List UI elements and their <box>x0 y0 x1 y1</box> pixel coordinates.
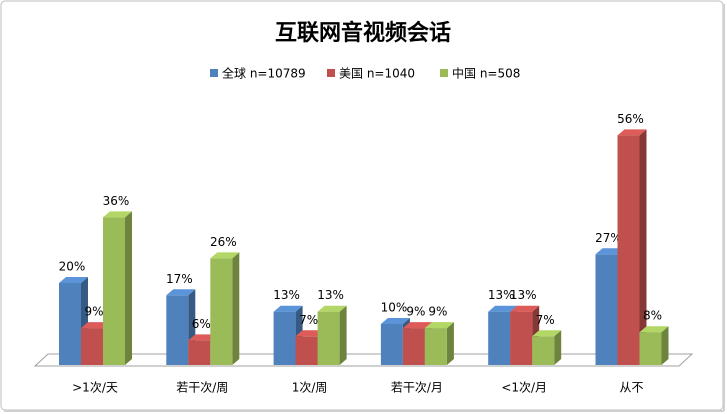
bar-top <box>317 305 347 312</box>
floor <box>33 353 694 367</box>
bar-front <box>532 336 555 365</box>
data-label: 9% <box>428 305 447 319</box>
legend-swatch <box>210 69 218 77</box>
bar <box>103 211 132 365</box>
legend-label: 中国 n=508 <box>452 66 520 81</box>
bar-top <box>59 277 88 283</box>
bar-side <box>554 330 562 365</box>
x-tick-label: >1次/天 <box>72 381 118 395</box>
bar-top <box>188 334 218 341</box>
bar-front <box>488 311 511 365</box>
bar-top <box>617 129 647 136</box>
x-tick-label: 若干次/月 <box>391 381 443 395</box>
bar-top <box>210 252 240 259</box>
bar-top <box>402 322 432 329</box>
x-tick-label: 1次/周 <box>292 381 328 395</box>
chart-title: 互联网音视频会话 <box>275 20 451 46</box>
bar <box>639 326 669 365</box>
data-label: 27% <box>595 231 622 245</box>
bar-front <box>103 217 125 365</box>
x-tick-label: 若干次/周 <box>176 381 228 395</box>
bar-front <box>380 324 403 365</box>
data-label: 20% <box>59 260 86 274</box>
bar-front <box>424 328 447 365</box>
bar-top <box>81 322 110 329</box>
data-label: 7% <box>299 313 318 327</box>
bar <box>532 330 562 365</box>
bar-top <box>532 330 562 337</box>
x-tick-label: 从不 <box>619 381 643 395</box>
data-label: 7% <box>536 313 555 327</box>
bar-side <box>639 129 647 365</box>
data-label: 9% <box>84 305 103 319</box>
data-label: 10% <box>381 301 408 315</box>
bar-side <box>339 305 347 365</box>
bar-side <box>446 322 454 365</box>
data-label: 36% <box>103 194 130 208</box>
bar-front <box>166 295 189 365</box>
bar-top <box>595 248 625 255</box>
bar-top <box>488 305 518 312</box>
bar-top <box>295 330 325 337</box>
data-label: 13% <box>317 288 344 302</box>
bar-top <box>103 211 132 218</box>
legend-label: 美国 n=1040 <box>339 67 415 81</box>
data-label: 13% <box>273 288 300 302</box>
bar-top <box>166 289 196 296</box>
bar-front <box>210 258 233 365</box>
x-tick-label: <1次/月 <box>501 381 547 395</box>
bar-front <box>510 311 533 365</box>
data-label: 13% <box>488 288 515 302</box>
data-label: 9% <box>406 305 425 319</box>
data-label: 56% <box>617 112 644 126</box>
bar-top <box>510 305 540 312</box>
bar-front <box>59 283 81 365</box>
bar-front <box>188 340 211 365</box>
bar-front <box>81 328 103 365</box>
bar-front <box>639 332 662 365</box>
data-label: 8% <box>643 309 662 323</box>
legend-swatch <box>327 69 335 77</box>
data-label: 13% <box>510 288 537 302</box>
bar-side <box>661 326 669 365</box>
data-label: 6% <box>192 317 211 331</box>
bar-side <box>232 252 240 365</box>
bar-side <box>125 211 132 365</box>
bar-top <box>273 305 303 312</box>
bar-front <box>402 328 425 365</box>
bar-front <box>595 254 618 365</box>
bar <box>210 252 240 365</box>
data-label: 17% <box>166 272 193 286</box>
bar-front <box>617 135 640 365</box>
bar-top <box>424 322 454 329</box>
bar <box>424 322 454 365</box>
bar-top <box>380 318 410 324</box>
legend-swatch <box>440 69 448 77</box>
bar-front <box>273 311 296 365</box>
bar-top <box>639 326 669 333</box>
bar <box>317 305 347 365</box>
legend-label: 全球 n=10789 <box>222 66 306 81</box>
data-label: 26% <box>210 235 237 249</box>
bar-front <box>317 311 340 365</box>
bar <box>617 129 647 365</box>
bar-front <box>295 336 318 365</box>
